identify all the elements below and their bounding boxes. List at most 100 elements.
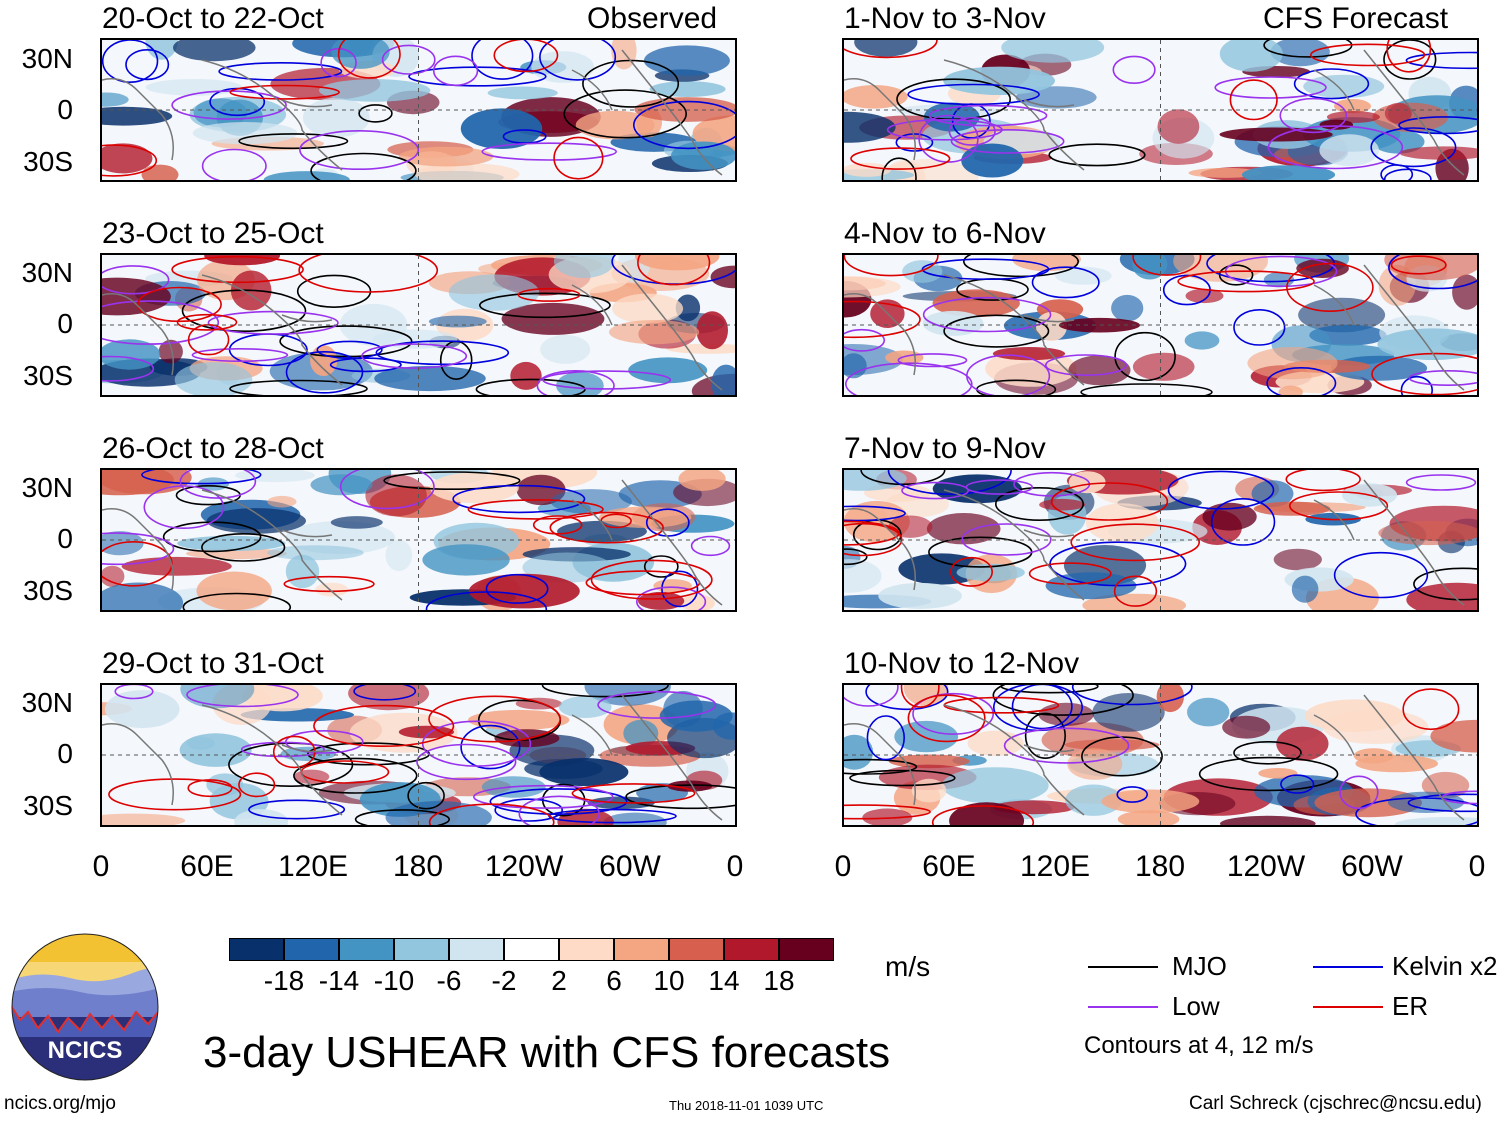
panel-title-obs-4: 29-Oct to 31-Oct — [102, 647, 324, 680]
wave-contour — [995, 486, 1085, 522]
wave-contour — [661, 570, 699, 608]
wave-contour — [539, 40, 617, 81]
legend-label-low: Low — [1172, 991, 1220, 1021]
shear-anomaly-blob — [992, 347, 1066, 361]
colorbar-box-9 — [669, 938, 724, 961]
colorbar-box-2 — [284, 938, 339, 961]
wave-contour — [866, 715, 905, 761]
shear-anomaly-blob — [553, 255, 615, 279]
shear-anomaly-blob — [1173, 255, 1268, 282]
shear-anomaly-blob — [267, 545, 364, 561]
wave-contour — [1210, 498, 1276, 546]
shear-anomaly-blob — [888, 515, 933, 538]
wave-contour — [912, 692, 994, 735]
lat-label-eq-3: 0 — [57, 523, 73, 554]
wave-contour — [844, 505, 906, 522]
shear-anomaly-blob — [1202, 502, 1257, 531]
wave-contour — [844, 548, 868, 566]
shear-anomaly-blob — [932, 474, 1022, 504]
forecast-header: CFS Forecast — [1263, 2, 1449, 35]
wave-contour — [887, 470, 1012, 496]
wave-contour — [1289, 491, 1389, 521]
wave-contour — [229, 379, 368, 395]
shear-anomaly-blob — [372, 329, 458, 349]
wave-contour — [643, 555, 679, 578]
shear-anomaly-blob — [628, 357, 708, 384]
shear-anomaly-blob — [696, 311, 728, 350]
shear-anomaly-blob — [1387, 791, 1465, 813]
panel-title-fcst-4: 10-Nov to 12-Nov — [844, 647, 1080, 680]
wave-contour — [229, 84, 340, 100]
wave-contour — [1408, 370, 1477, 386]
wave-contour — [536, 370, 615, 395]
wave-contour — [1071, 685, 1193, 706]
wave-contour — [645, 508, 690, 537]
lat-label-eq-2: 0 — [57, 308, 73, 339]
wave-contour — [337, 40, 401, 79]
wave-contour — [329, 357, 402, 373]
wave-contour — [1407, 793, 1477, 813]
coastline — [844, 264, 1465, 391]
shear-anomaly-blob — [1085, 503, 1159, 543]
units-label: m/s — [885, 951, 931, 982]
shear-anomaly-blob — [1406, 582, 1477, 610]
wave-contour — [475, 378, 586, 395]
wave-contour — [125, 49, 170, 81]
wave-contour — [191, 348, 289, 363]
shear-anomaly-blob — [854, 40, 918, 57]
shear-anomaly-blob — [643, 45, 730, 76]
wave-contour — [1266, 367, 1337, 395]
map-panel-fcst-4 — [842, 683, 1479, 827]
wave-contour — [187, 779, 233, 798]
wave-contour — [1293, 68, 1370, 100]
wave-contour — [992, 685, 1134, 716]
wave-contour — [1177, 270, 1315, 293]
wave-contour — [1279, 97, 1348, 134]
lon-label-left-60w: 60W — [599, 850, 661, 883]
wave-contour — [102, 355, 155, 382]
wave-contour — [865, 685, 949, 711]
wave-contour — [844, 40, 938, 59]
lon-label-left-120w: 120W — [484, 850, 564, 883]
shear-anomaly-blob — [1001, 40, 1105, 63]
colorbar-box-1 — [229, 938, 284, 961]
shear-anomaly-blob — [1036, 311, 1067, 342]
wave-contour — [1339, 775, 1379, 810]
colorbar-label-18: 18 — [763, 965, 795, 996]
shear-anomaly-blob — [319, 79, 431, 102]
shear-anomaly-blob — [422, 544, 510, 576]
wave-contour — [316, 340, 383, 360]
shear-anomaly-blob — [609, 320, 700, 345]
wave-contour — [1045, 354, 1128, 377]
shear-anomaly-blob — [102, 92, 129, 107]
logo-text: NCICS — [48, 1037, 123, 1064]
map-panel-fcst-2 — [842, 253, 1479, 397]
wave-contour — [1310, 43, 1426, 67]
wave-contour — [1114, 331, 1176, 382]
shear-anomaly-blob — [540, 334, 591, 364]
wave-contour — [293, 757, 418, 794]
wave-contour — [1024, 712, 1066, 759]
wave-contour — [137, 286, 222, 323]
shear-anomaly-blob — [941, 767, 1049, 804]
coastline — [102, 264, 723, 391]
shear-anomaly-blob — [145, 79, 243, 96]
shear-anomaly-blob — [1067, 748, 1123, 780]
wave-contour — [1370, 127, 1457, 168]
colorbar-label-neg10: -10 — [373, 965, 415, 996]
wave-contour — [102, 144, 158, 177]
shear-anomaly-blob — [712, 712, 735, 740]
wave-contour — [690, 535, 731, 557]
shear-anomaly-blob — [1291, 575, 1319, 603]
lat-label-30n-4: 30N — [21, 687, 73, 718]
shear-anomaly-blob — [1314, 788, 1422, 818]
shear-anomaly-blob — [844, 353, 867, 379]
wave-contour — [563, 89, 688, 139]
lat-label-30n-3: 30N — [21, 472, 73, 503]
shear-anomaly-blob — [1117, 810, 1180, 825]
legend-line-er — [1313, 1006, 1383, 1008]
wave-contour — [218, 61, 343, 81]
wave-contour — [493, 40, 559, 73]
wave-contour — [1413, 567, 1477, 601]
colorbar-label-neg18: -18 — [263, 965, 305, 996]
